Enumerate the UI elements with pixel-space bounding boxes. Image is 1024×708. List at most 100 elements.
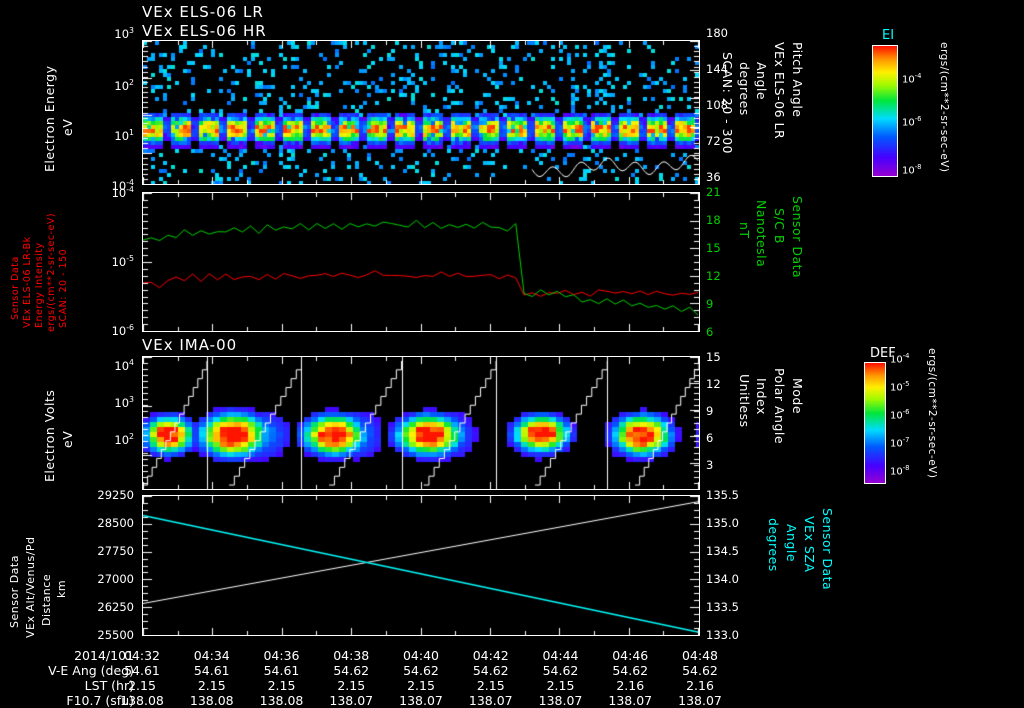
panel1-left-axis-label: Electron Energy [42,62,57,172]
table-cell: 04:32 [123,648,161,663]
panel2-right-label-source: Sensor Data [790,196,805,279]
table-cell: 04:38 [333,648,370,663]
table-cell: 04:34 [193,648,230,663]
table-cell: 2.16 [616,678,645,693]
table-row-label-1: V-E Ang (deg) [48,663,134,678]
panel3-right-ytick-4: 3 [706,458,714,472]
panel-electron-energy-spectrogram[interactable] [142,40,700,185]
panel4-right-label-source: Sensor Data [820,508,835,591]
panel1-title-hr: VEx ELS-06 HR [142,22,267,40]
panel2-right-ytick-2: 15 [706,241,721,255]
table-cell: 54.62 [472,663,509,678]
panel4-right-ytick-5: 133.0 [706,628,739,642]
table-cell: 54.62 [403,663,439,678]
table-cell: 138.07 [329,693,374,708]
panel2-left-label-scan: SCAN: 20 - 150 [58,248,69,328]
panel4-ytick-0: 29250 [97,488,134,502]
table-cell: 04:44 [542,648,579,663]
panel3-right-ytick-3: 6 [706,431,714,445]
panel1-right-ytick-4: 36 [706,170,721,184]
panel4-ytick-5: 25500 [97,628,134,642]
colorbar2-tick-2: 10-6 [890,408,910,422]
panel4-ytick-2: 27750 [97,544,134,558]
table-cell: 138.07 [399,693,443,708]
table-cell: 138.07 [468,693,513,708]
colorbar1-title: EI [882,28,895,43]
table-cell: 54.61 [263,663,300,678]
panel3-ytick-0: 104 [114,358,134,373]
panel1-right-axis-units: degrees [737,62,752,116]
panel3-left-axis-title: Electron Volts [42,389,57,482]
colorbar1-tick-1: 10-6 [902,115,922,129]
table-cell: 2.16 [686,678,714,693]
panel3-right-label-quantity: Polar Angle [772,368,787,445]
panel1-right-axis-quantity: Angle [754,62,769,101]
colorbar2-tick-3: 10-7 [890,436,910,450]
table-cell: 04:48 [681,648,719,663]
panel1-right-ytick-1: 144 [706,62,728,76]
panel4-ytick-1: 28500 [97,516,134,530]
panel4-right-ytick-4: 133.5 [706,600,739,614]
table-cell: 2.15 [476,678,505,693]
panel2-right-label-quantity: S/C B [772,208,787,244]
table-cell: 54.61 [124,663,160,678]
table-cell: 54.62 [333,663,370,678]
panel4-ytick-4: 26250 [97,600,134,614]
panel3-ytick-1: 103 [114,395,134,410]
panel4-ytick-3: 27000 [97,572,134,586]
panel2-ytick-1: 10-5 [111,254,134,269]
panel3-title: VEx IMA-00 [142,336,238,354]
table-cell: 04:40 [402,648,440,663]
panel4-left-label-source: Sensor Data [8,555,21,628]
table-cell: 54.61 [193,663,230,678]
table-cell: 54.62 [542,663,579,678]
panel2-right-label-unitname: Nanotesla [754,200,769,268]
table-row-label-0: 2014/101 [74,648,134,663]
panel2-right-ytick-4: 9 [706,297,714,311]
panel1-right-ytick-3: 72 [706,134,721,148]
colorbar1-gradient [872,45,898,177]
panel3-ytick-2: 102 [114,432,134,447]
panel4-left-label-distance: Distance [40,573,53,626]
colorbar2-gradient [864,362,886,484]
panel2-left-label-instrument: VEx ELS-06 LR-Bk [22,236,33,328]
panel2-ytick-2: 10-6 [111,323,134,338]
colorbar1-units: ergs/(cm**2-sr-sec-eV) [938,42,950,173]
panel1-title-lr: VEx ELS-06 LR [142,3,264,21]
panel2-left-label-source: Sensor Data [10,256,21,320]
table-cell: 04:42 [472,648,509,663]
panel1-right-axis-source: VEx ELS-06 LR [772,42,787,140]
panel4-right-ytick-3: 134.0 [706,572,739,586]
table-cell: 2.15 [546,678,575,693]
colorbar2-tick-4: 10-8 [890,464,910,478]
panel-altitude-sza[interactable] [142,495,700,636]
panel1-ytick-0: 103 [114,26,134,41]
panel3-right-label-units: Unitless [737,374,752,428]
table-cell: 138.07 [608,693,653,708]
table-cell: 2.15 [197,678,226,693]
colorbar2-tick-1: 10-5 [890,380,910,394]
table-cell: 2.15 [337,678,366,693]
table-cell: 54.62 [612,663,649,678]
panel2-right-ytick-5: 6 [706,325,714,339]
table-cell: 138.08 [120,693,164,708]
panel2-left-label-units: ergs/(cm**2-sr-sec-eV) [46,212,57,332]
panel4-left-label-units: km [55,579,68,598]
panel-ion-energy-spectrogram[interactable] [142,356,700,490]
panel3-right-label-mode: Mode [790,378,805,415]
colorbar2-title: DEF [870,346,896,361]
panel1-left-axis-units: eV [60,118,75,136]
panel2-ytick-0: 10-4 [111,185,134,200]
panel-energy-intensity-magnetic-field[interactable] [142,192,700,332]
table-cell: 2.15 [407,678,435,693]
panel3-right-ytick-1: 12 [706,377,721,391]
panel1-right-axis-scan: SCAN: 20 - 300 [720,52,735,154]
table-cell: 138.07 [538,693,583,708]
colorbar1-tick-2: 10-8 [902,163,922,177]
table-row-label-2: LST (hr) [84,678,134,693]
panel2-left-label-quantity: Energy Intensity [34,242,45,328]
panel4-right-label-units: degrees [766,518,781,572]
panel4-right-ytick-0: 135.5 [706,488,739,502]
table-cell: 2.15 [128,678,156,693]
panel3-right-label-index: Index [754,378,769,415]
